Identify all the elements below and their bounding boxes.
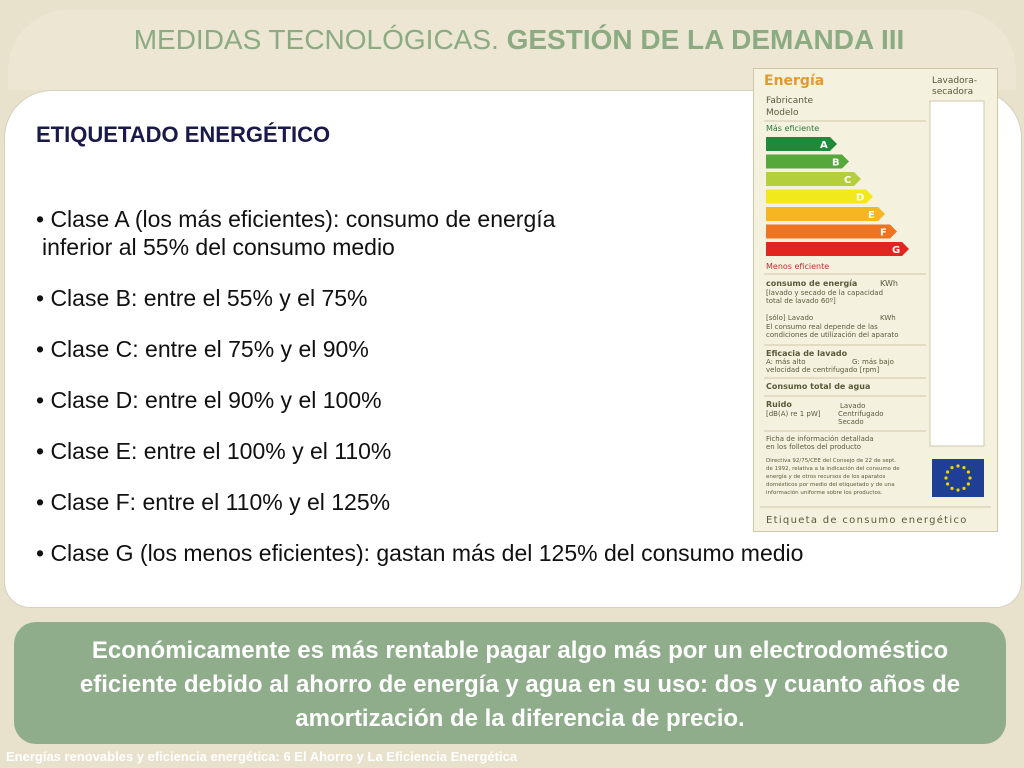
class-arrow-c xyxy=(766,172,861,186)
label-directiva-2: de 1992, relativa a la indicación del co… xyxy=(766,465,900,472)
label-lavado: Lavado xyxy=(840,402,865,410)
class-arrow-e xyxy=(766,207,885,221)
label-ficha-2: en los folletos del producto xyxy=(766,443,861,451)
class-letter-c: C xyxy=(844,175,851,186)
label-secado: Secado xyxy=(838,418,864,426)
class-letter-g: G xyxy=(892,245,900,256)
label-consumo-title: consumo de energía xyxy=(766,279,857,288)
class-list: • Clase A (los más eficientes): consumo … xyxy=(36,205,996,590)
label-solo-lavado: [sólo] Lavado xyxy=(766,314,813,322)
class-letter-f: F xyxy=(880,228,887,239)
label-mas-eficiente: Más eficiente xyxy=(766,124,819,133)
list-item: • Clase C: entre el 75% y el 90% xyxy=(36,336,369,362)
class-letter-a: A xyxy=(820,140,828,151)
label-real-1: El consumo real depende de las xyxy=(766,323,878,331)
label-kwh: KWh xyxy=(880,279,898,288)
label-menos-eficiente: Menos eficiente xyxy=(766,262,829,271)
label-modelo: Modelo xyxy=(766,108,799,118)
class-letter-e: E xyxy=(868,210,875,221)
label-consumo-agua: Consumo total de agua xyxy=(766,382,870,391)
class-arrow-d xyxy=(766,189,873,204)
label-footer: Etiqueta de consumo energético xyxy=(766,514,968,526)
section-heading: ETIQUETADO ENERGÉTICO xyxy=(36,122,331,147)
label-db: [dB(A) re 1 pW] xyxy=(766,410,821,418)
label-directiva-1: Directiva 92/75/CEE del Consejo de 22 de… xyxy=(766,458,896,464)
label-a-mas-alto: A: más alto xyxy=(766,358,806,366)
label-class-box xyxy=(929,100,985,447)
list-item: • Clase F: entre el 110% y el 125% xyxy=(36,489,391,515)
title-light: MEDIDAS TECNOLÓGICAS. xyxy=(133,24,499,55)
label-appliance-1: Lavadora- xyxy=(932,76,977,86)
label-centrifugado: Centrifugado xyxy=(838,410,884,418)
list-item: • Clase B: entre el 55% y el 75% xyxy=(36,285,368,311)
title-bold: GESTIÓN DE LA DEMANDA III xyxy=(506,24,905,55)
label-eficacia: Eficacia de lavado xyxy=(766,349,848,358)
label-real-2: condiciones de utilización del aparato xyxy=(766,331,898,339)
label-directiva-5: información uniforme sobre los productos… xyxy=(766,489,883,496)
class-arrow-b xyxy=(766,154,849,169)
label-directiva-4: domésticos por medio del etiquetado y de… xyxy=(766,481,895,488)
footer-text: Energías renovables y eficiencia energét… xyxy=(6,749,518,764)
label-consumo-1: [lavado y secado de la capacidad xyxy=(766,289,883,297)
label-directiva-3: energía y de otros recursos de los apara… xyxy=(766,473,885,480)
class-arrow-f xyxy=(766,224,897,239)
label-fabricante: Fabricante xyxy=(766,96,813,106)
label-ficha-1: Ficha de información detallada xyxy=(766,435,874,443)
label-g-mas-bajo: G: más bajo xyxy=(852,358,894,366)
list-item: • Clase G (los menos eficientes): gastan… xyxy=(36,540,804,566)
class-letter-b: B xyxy=(832,158,840,169)
list-item: • Clase D: entre el 90% y el 100% xyxy=(36,387,382,413)
eu-flag-icon xyxy=(932,459,984,497)
highlight-text: Económicamente es más rentable pagar alg… xyxy=(79,637,961,732)
class-letter-d: D xyxy=(856,193,864,204)
label-consumo-2: total de lavado 60º] xyxy=(766,297,836,305)
label-energia: Energía xyxy=(764,73,824,89)
highlight-box xyxy=(14,622,1006,744)
energy-label-image: Energía Lavadora- secadora Fabricante Mo… xyxy=(753,68,998,532)
class-arrow-g xyxy=(766,242,909,256)
energy-label-svg: Energía Lavadora- secadora Fabricante Mo… xyxy=(760,73,991,526)
label-appliance-2: secadora xyxy=(932,87,973,97)
label-kwh2: KWh xyxy=(880,314,896,322)
label-ruido: Ruido xyxy=(766,400,792,409)
slide-title: MEDIDAS TECNOLÓGICAS. GESTIÓN DE LA DEMA… xyxy=(0,24,1024,56)
class-arrow-a xyxy=(766,137,837,151)
list-item: • Clase A (los más eficientes): consumo … xyxy=(36,206,556,260)
list-item: • Clase E: entre el 100% y el 110% xyxy=(36,438,392,464)
label-velocidad: velocidad de centrifugado [rpm] xyxy=(766,366,879,374)
